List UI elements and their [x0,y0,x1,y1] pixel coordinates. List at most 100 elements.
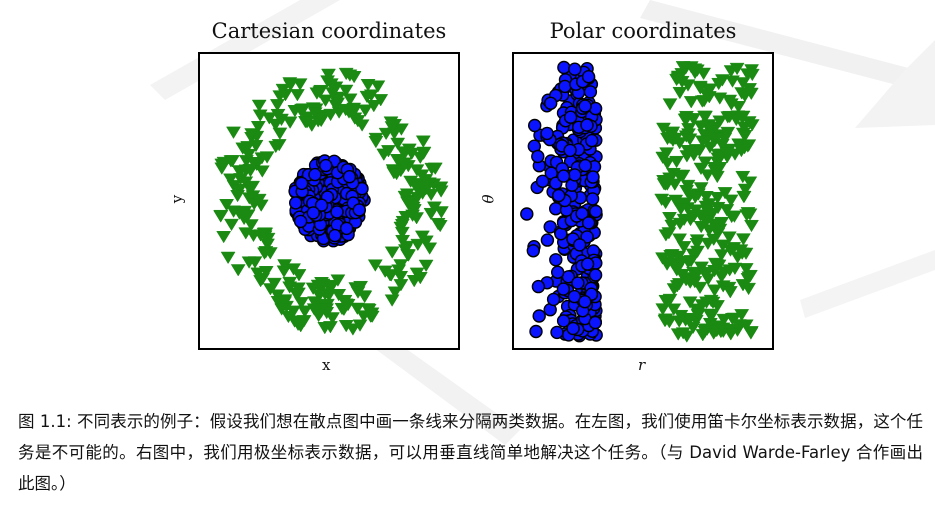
data-point-triangle [274,303,290,316]
cartesian-scatter-plot [198,52,460,350]
data-point-triangle [673,309,689,323]
data-point-triangle [240,141,256,154]
data-point-triangle [268,140,284,154]
data-point-triangle [254,165,270,178]
data-point-triangle [692,80,708,94]
data-point-circle [544,96,558,110]
data-point-circle [528,118,542,133]
data-point-circle [328,228,342,243]
data-point-circle [529,324,543,339]
data-point-triangle [250,121,266,134]
data-point-triangle [325,312,340,325]
data-point-triangle [309,87,325,100]
data-point-triangle [427,162,443,175]
data-point-triangle [674,255,690,268]
data-point-triangle [725,75,740,88]
data-point-circle [556,169,571,183]
data-point-circle [575,206,589,221]
data-point-triangle [664,128,680,142]
data-point-triangle [230,264,246,277]
data-point-circle [578,294,592,309]
data-point-triangle [261,112,277,125]
data-point-triangle [252,109,268,122]
cartesian-panel-title: Cartesian coordinates [211,19,447,43]
data-point-triangle [672,86,688,100]
data-point-circle [568,168,582,182]
data-point-triangle [710,300,725,313]
data-point-triangle [336,303,352,317]
data-point-circle [532,309,546,323]
data-point-triangle [682,133,698,146]
data-point-triangle [367,259,383,272]
data-point-triangle [423,188,439,202]
data-point-triangle [737,130,753,143]
data-point-circle [589,204,603,219]
data-point-triangle [357,290,372,303]
data-point-triangle [744,219,759,233]
data-point-triangle [727,148,743,161]
data-point-circle [535,174,550,189]
data-point-triangle [414,230,430,243]
data-point-circle [551,265,565,280]
data-point-triangle [224,155,240,168]
data-point-triangle [719,204,735,217]
data-point-triangle [223,173,238,186]
data-point-circle [588,315,603,330]
data-point-triangle [283,79,298,92]
data-point-triangle [406,204,422,217]
data-point-triangle [707,165,723,178]
data-point-circle [556,314,571,328]
data-point-triangle [738,263,754,276]
data-point-triangle [240,209,256,222]
data-point-circle [531,279,546,294]
data-point-triangle [721,231,737,244]
data-point-triangle [659,147,675,160]
data-point-triangle [658,196,674,210]
data-point-triangle [356,310,372,323]
data-point-triangle [693,182,709,195]
data-point-triangle [707,264,722,278]
data-point-triangle [323,108,339,122]
data-point-triangle [691,308,706,321]
data-point-circle [540,233,555,247]
data-point-circle [556,282,571,296]
data-point-triangle [689,238,705,251]
data-point-triangle [307,296,322,309]
data-point-circle [288,196,303,210]
data-point-triangle [213,210,229,223]
data-point-triangle [675,61,691,74]
data-point-triangle [679,184,695,198]
data-point-circle [567,289,582,304]
data-point-triangle [670,328,686,341]
data-point-circle [531,149,545,164]
data-point-circle [520,207,534,221]
data-point-triangle [729,62,745,76]
data-point-triangle [396,146,412,159]
data-point-triangle [384,246,400,259]
data-point-triangle [744,68,760,82]
data-point-triangle [290,318,306,332]
data-point-triangle [299,116,315,129]
data-point-triangle [250,267,266,280]
data-point-triangle [331,289,347,302]
data-point-triangle [219,199,235,212]
data-point-triangle [662,212,677,225]
data-point-circle [585,133,599,148]
data-point-triangle [673,203,689,216]
data-point-triangle [700,237,716,251]
data-point-triangle [702,141,718,154]
data-point-triangle [697,110,712,124]
data-point-triangle [702,308,718,322]
data-point-circle [578,158,593,173]
cartesian-y-axis-label: y [168,194,187,204]
data-point-circle [581,216,596,230]
data-point-triangle [693,162,709,176]
data-point-circle [314,198,329,212]
data-point-triangle [370,80,386,93]
data-point-triangle [676,241,692,254]
data-point-triangle [319,303,335,316]
data-point-triangle [400,196,415,209]
data-point-triangle [735,233,751,246]
data-point-triangle [699,296,714,309]
data-point-circle [580,118,594,132]
